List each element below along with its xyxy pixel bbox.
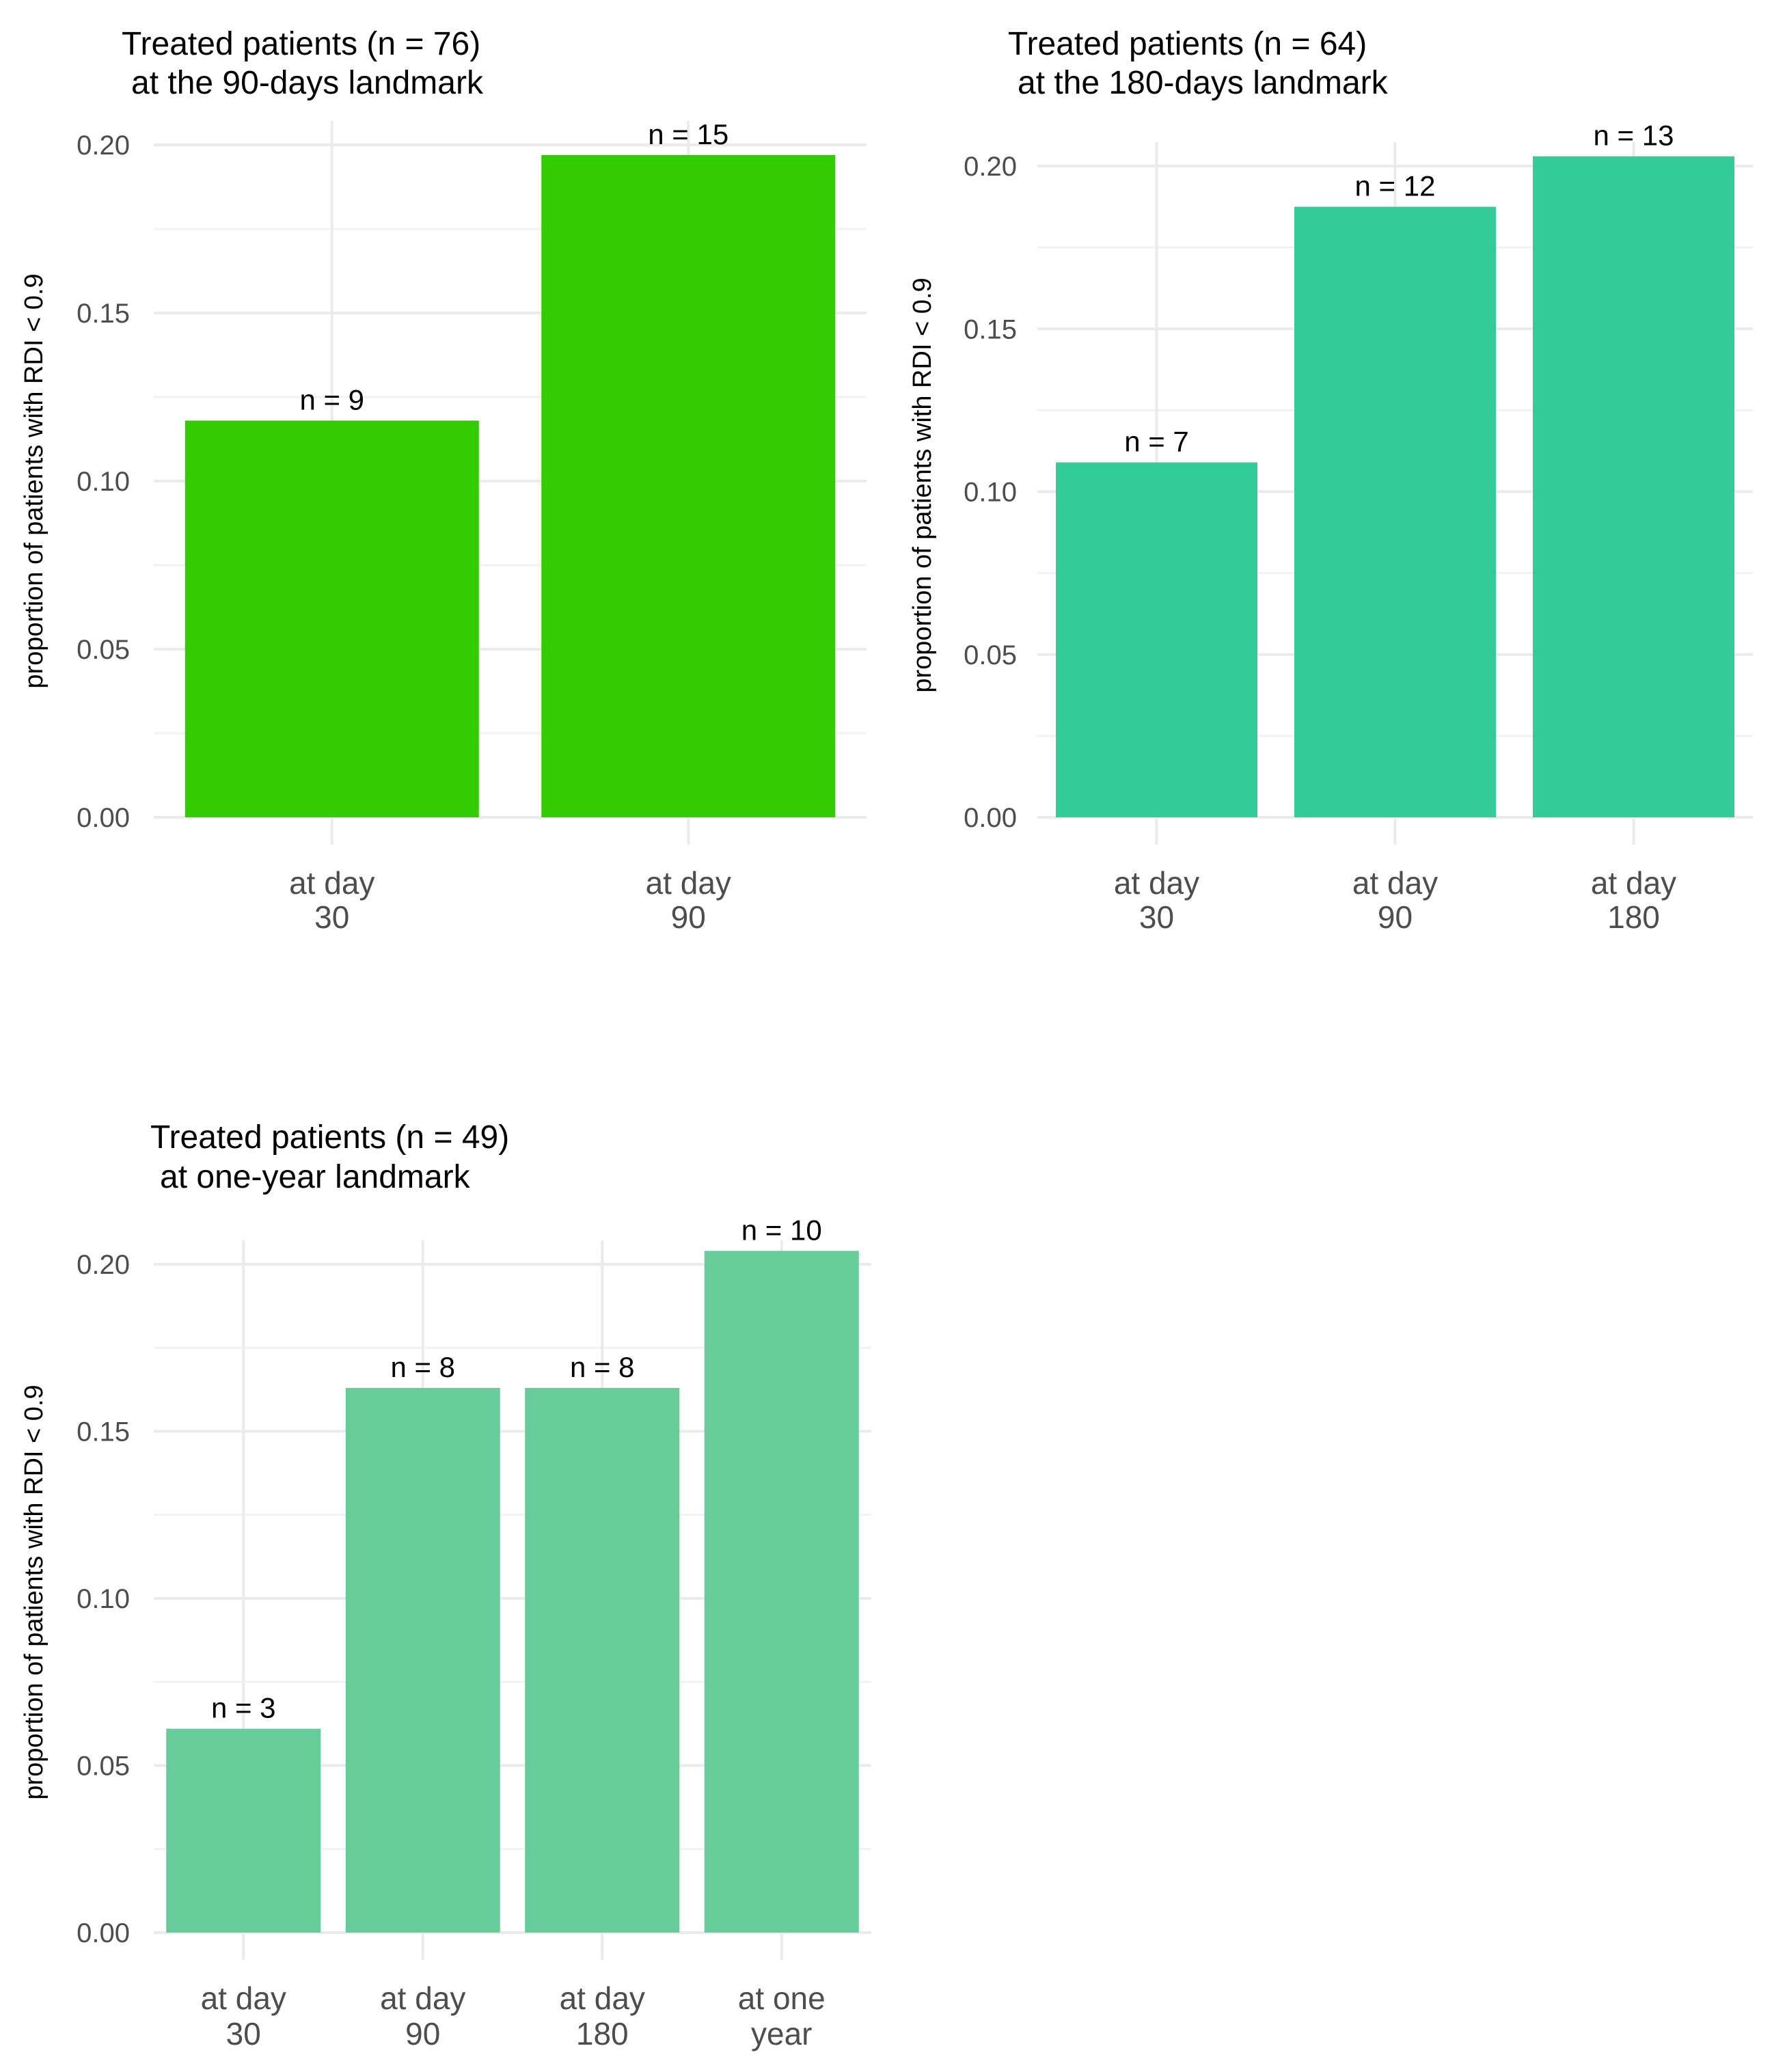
data-label: n = 13 bbox=[1594, 120, 1674, 152]
x-tick-label: at day 180 bbox=[560, 1980, 645, 2051]
y-tick-label: 0.05 bbox=[77, 635, 130, 665]
y-tick-label: 0.15 bbox=[77, 299, 130, 329]
y-tick-label: 0.15 bbox=[964, 314, 1017, 344]
x-tick-line: 30 bbox=[1139, 899, 1174, 935]
x-tick-line: at one bbox=[738, 1980, 826, 2016]
data-label: n = 8 bbox=[390, 1351, 455, 1383]
x-tick-line: at day bbox=[646, 865, 731, 901]
data-label: n = 12 bbox=[1355, 170, 1436, 202]
bar-2 bbox=[1294, 206, 1496, 817]
chart-panel-3: 0.000.050.100.150.20n = 3at day 30n = 8at… bbox=[20, 1119, 871, 2051]
chart-title-line: at the 90-days landmark bbox=[131, 65, 484, 101]
x-tick-line: at day bbox=[380, 1980, 465, 2016]
chart-panel-1: 0.000.050.100.150.20n = 9at day 30n = 15a… bbox=[20, 26, 867, 935]
chart-title-line: Treated patients (n = 76) bbox=[122, 26, 480, 62]
y-tick-label: 0.05 bbox=[964, 640, 1017, 670]
y-axis-label: proportion of patients with RDI < 0.9 bbox=[20, 1385, 49, 1799]
bar-3 bbox=[525, 1387, 680, 1933]
chart-panel-2: 0.000.050.100.150.20n = 7at day 30n = 12a… bbox=[908, 26, 1753, 935]
y-tick-label: 0.05 bbox=[77, 1751, 130, 1782]
chart-title-line: Treated patients (n = 49) bbox=[150, 1119, 509, 1156]
bar-1 bbox=[166, 1728, 321, 1933]
data-label: n = 15 bbox=[648, 118, 728, 150]
chart-title-line: at the 180-days landmark bbox=[1018, 65, 1389, 101]
bar-2 bbox=[541, 154, 836, 817]
y-axis-label: proportion of patients with RDI < 0.9 bbox=[908, 277, 937, 692]
x-tick-label: at day 180 bbox=[1591, 865, 1676, 935]
x-tick-line: at day bbox=[1591, 865, 1676, 901]
x-tick-label: at day 30 bbox=[201, 1980, 286, 2051]
x-tick-label: at one year bbox=[738, 1980, 826, 2051]
y-tick-label: 0.00 bbox=[964, 803, 1017, 833]
bar-1 bbox=[1056, 462, 1257, 817]
x-tick-line: at day bbox=[1352, 865, 1438, 901]
x-tick-line: 90 bbox=[671, 899, 706, 935]
x-tick-line: 90 bbox=[1378, 899, 1413, 935]
y-tick-label: 0.00 bbox=[77, 803, 130, 833]
x-tick-label: at day 90 bbox=[1352, 865, 1438, 935]
bar-3 bbox=[1533, 156, 1734, 817]
bar-4 bbox=[704, 1251, 859, 1933]
y-tick-label: 0.15 bbox=[77, 1417, 130, 1447]
x-tick-line: 30 bbox=[226, 2016, 261, 2051]
x-tick-line: at day bbox=[201, 1980, 286, 2016]
x-tick-label: at day 90 bbox=[380, 1980, 465, 2051]
chart-title-line: at one-year landmark bbox=[160, 1159, 471, 1195]
data-label: n = 3 bbox=[211, 1692, 276, 1724]
x-tick-label: at day 90 bbox=[646, 865, 731, 935]
bar-2 bbox=[345, 1387, 500, 1933]
x-tick-label: at day 30 bbox=[1114, 865, 1199, 935]
x-tick-line: at day bbox=[1114, 865, 1199, 901]
y-tick-label: 0.10 bbox=[77, 467, 130, 497]
y-axis-label: proportion of patients with RDI < 0.9 bbox=[20, 273, 49, 688]
y-tick-label: 0.10 bbox=[77, 1584, 130, 1614]
x-tick-line: 180 bbox=[576, 2016, 629, 2051]
data-label: n = 7 bbox=[1124, 426, 1189, 458]
x-tick-line: at day bbox=[560, 1980, 645, 2016]
y-tick-label: 0.20 bbox=[77, 131, 130, 161]
y-tick-label: 0.20 bbox=[77, 1250, 130, 1280]
chart-title: Treated patients (n = 49) at one-year lan… bbox=[150, 1119, 509, 1195]
data-label: n = 8 bbox=[570, 1351, 635, 1383]
chart-title: Treated patients (n = 76) at the 90-days … bbox=[122, 26, 484, 101]
x-tick-line: at day bbox=[289, 865, 374, 901]
y-tick-label: 0.20 bbox=[964, 152, 1017, 182]
y-tick-label: 0.00 bbox=[77, 1918, 130, 1948]
data-label: n = 9 bbox=[299, 383, 364, 415]
bar-1 bbox=[185, 420, 479, 817]
chart-title-line: Treated patients (n = 64) bbox=[1008, 26, 1367, 62]
chart-title: Treated patients (n = 64) at the 180-days… bbox=[1008, 26, 1389, 101]
x-tick-line: year bbox=[751, 2016, 812, 2051]
y-tick-label: 0.10 bbox=[964, 478, 1017, 508]
x-tick-label: at day 30 bbox=[289, 865, 374, 935]
x-tick-line: 90 bbox=[405, 2016, 440, 2051]
data-label: n = 10 bbox=[741, 1214, 822, 1246]
x-tick-line: 30 bbox=[314, 899, 349, 935]
x-tick-line: 180 bbox=[1607, 899, 1660, 935]
